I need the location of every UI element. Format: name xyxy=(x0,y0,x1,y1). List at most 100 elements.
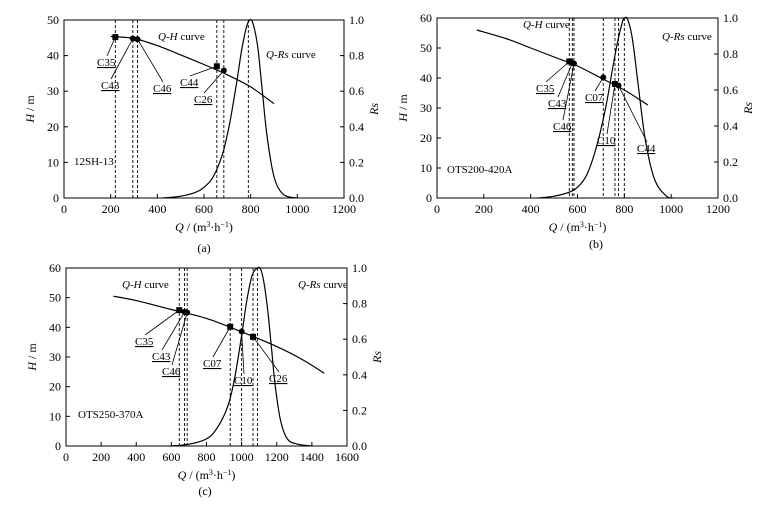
q-h-curve-line xyxy=(476,29,649,106)
callout-line xyxy=(110,38,134,80)
q-rs-curve-line xyxy=(537,16,674,199)
y-tick-label: 60 xyxy=(420,11,432,25)
point-label-c07: C07 xyxy=(203,358,222,370)
callout-line xyxy=(144,309,180,336)
y-tick-label: 50 xyxy=(47,13,59,27)
callout-line xyxy=(594,77,604,92)
x-tick-label: 600 xyxy=(162,450,180,464)
point-label-c44: C44 xyxy=(180,77,199,89)
y-tick-label: 20 xyxy=(420,131,432,145)
q-rs-curve-line xyxy=(169,266,312,447)
x-tick-label: 600 xyxy=(569,202,587,216)
callout-line xyxy=(545,61,570,83)
y-tick-label: 20 xyxy=(49,380,61,394)
pump-model-label: OTS200-420A xyxy=(447,164,512,176)
callout-line xyxy=(557,62,573,98)
q-h-curve-line xyxy=(110,35,275,105)
y-axis-title: H / m xyxy=(25,343,39,372)
q-h-curve-label: Q-H curve xyxy=(523,19,570,31)
q-rs-curve-label: Q-Rs curve xyxy=(298,279,348,291)
x-tick-label: 1000 xyxy=(659,202,683,216)
x-tick-label: 600 xyxy=(195,202,213,216)
point-label-c26: C26 xyxy=(194,94,213,106)
y2-tick-label: 1.0 xyxy=(723,11,738,25)
x-tick-label: 1400 xyxy=(300,450,324,464)
point-label-c43: C43 xyxy=(548,98,567,110)
y2-axis-title: Rs xyxy=(367,103,381,116)
point-label-c35: C35 xyxy=(97,57,116,69)
y2-axis-title: Rs xyxy=(370,351,384,364)
y-tick-label: 10 xyxy=(47,155,59,169)
x-tick-label: 1000 xyxy=(230,450,254,464)
point-label-c43: C43 xyxy=(101,80,120,92)
callout-line xyxy=(189,65,217,77)
point-label-c46: C46 xyxy=(162,366,181,378)
callout-line xyxy=(606,83,616,135)
panel-a: 0 200 400 600 800 1000 1200 0 10 20 30 40 50 0.0 0.2 0.… xyxy=(23,13,381,255)
callout-line xyxy=(618,85,648,143)
y-tick-label: 50 xyxy=(49,291,61,305)
y2-tick-label: 0.2 xyxy=(352,403,367,417)
y2-tick-label: 0.8 xyxy=(349,49,364,63)
y-axis-title: H / m xyxy=(23,95,37,124)
x-tick-label: 1200 xyxy=(332,202,356,216)
callout-line xyxy=(106,36,116,57)
point-label-c35: C35 xyxy=(536,83,555,95)
y-axis-title: H / m xyxy=(396,94,410,123)
y-tick-label: 40 xyxy=(49,320,61,334)
y-tick-label: 50 xyxy=(420,41,432,55)
x-tick-label: 0 xyxy=(61,202,67,216)
q-h-curve-label: Q-H curve xyxy=(158,31,205,43)
q-rs-curve-label: Q-Rs curve xyxy=(266,49,316,61)
callout-line xyxy=(137,39,164,83)
y2-tick-label: 0.6 xyxy=(349,84,364,98)
point-label-c10: C10 xyxy=(234,375,253,387)
point-label-c35: C35 xyxy=(135,336,154,348)
y2-tick-label: 0.4 xyxy=(349,120,364,134)
x-axis-title: Q / (m3·h−1) xyxy=(175,220,233,234)
y-tick-label: 40 xyxy=(47,49,59,63)
y2-tick-label: 0.4 xyxy=(352,368,367,382)
point-label-c44: C44 xyxy=(637,143,656,155)
plot-frame xyxy=(63,19,345,199)
x-tick-label: 1600 xyxy=(335,450,359,464)
point-label-c07: C07 xyxy=(585,92,604,104)
panel-caption: (a) xyxy=(197,241,210,255)
x-tick-label: 1000 xyxy=(285,202,309,216)
x-tick-label: 200 xyxy=(102,202,120,216)
y-tick-label: 30 xyxy=(49,350,61,364)
x-tick-label: 800 xyxy=(615,202,633,216)
q-rs-curve-line xyxy=(161,18,298,199)
y2-tick-label: 0.6 xyxy=(352,332,367,346)
callout-line xyxy=(562,63,575,121)
panel-caption: (c) xyxy=(198,484,211,498)
y-tick-label: 30 xyxy=(420,101,432,115)
y-tick-label: 10 xyxy=(49,409,61,423)
y-tick-label: 0 xyxy=(426,191,432,205)
y2-tick-label: 1.0 xyxy=(352,261,367,275)
x-tick-label: 1200 xyxy=(265,450,289,464)
q-h-curve-line xyxy=(113,295,325,374)
q-rs-curve-label: Q-Rs curve xyxy=(662,31,712,43)
x-tick-label: 1200 xyxy=(706,202,730,216)
x-tick-label: 400 xyxy=(522,202,540,216)
x-axis-title: Q / (m3·h−1) xyxy=(549,220,607,234)
y-tick-label: 30 xyxy=(47,84,59,98)
x-tick-label: 200 xyxy=(92,450,110,464)
y2-tick-label: 0.2 xyxy=(349,155,364,169)
y2-tick-label: 0.0 xyxy=(349,191,364,205)
callout-line xyxy=(203,70,225,94)
callout-line xyxy=(252,336,280,373)
x-tick-label: 800 xyxy=(242,202,260,216)
y2-tick-label: 0.4 xyxy=(723,119,738,133)
q-h-curve-label: Q-H curve xyxy=(122,279,169,291)
y-tick-label: 0 xyxy=(53,191,59,205)
x-tick-label: 800 xyxy=(198,450,216,464)
y2-tick-label: 0.6 xyxy=(723,83,738,97)
x-tick-label: 0 xyxy=(63,450,69,464)
pump-model-label: 12SH-13 xyxy=(74,156,114,168)
y2-axis-title: Rs xyxy=(741,102,755,115)
x-tick-label: 0 xyxy=(434,202,440,216)
x-tick-label: 400 xyxy=(127,450,145,464)
